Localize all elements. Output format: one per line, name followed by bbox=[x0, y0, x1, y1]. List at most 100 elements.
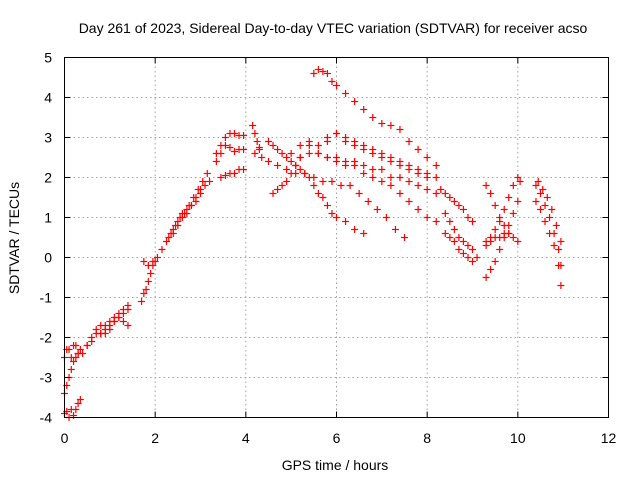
data-point bbox=[314, 142, 322, 149]
data-point bbox=[414, 182, 422, 189]
data-point bbox=[183, 210, 191, 217]
x-tick-label: 2 bbox=[151, 430, 159, 446]
data-point bbox=[464, 254, 472, 261]
y-tick-label: 5 bbox=[44, 50, 52, 66]
series-track-h bbox=[140, 170, 211, 269]
axis-ticks bbox=[64, 57, 609, 418]
y-tick-label: -2 bbox=[40, 330, 53, 346]
data-point bbox=[496, 214, 504, 221]
data-point bbox=[124, 322, 132, 329]
data-point bbox=[450, 226, 458, 233]
data-point bbox=[342, 90, 350, 97]
data-point bbox=[72, 406, 80, 413]
data-point bbox=[274, 186, 282, 193]
data-point bbox=[301, 170, 309, 177]
data-point bbox=[360, 230, 368, 237]
data-point bbox=[405, 162, 413, 169]
data-point bbox=[369, 174, 377, 181]
data-point bbox=[199, 178, 207, 185]
series-track-p bbox=[265, 138, 368, 237]
series-track-v bbox=[310, 66, 440, 169]
data-point bbox=[491, 202, 499, 209]
y-tick-label: 3 bbox=[44, 130, 52, 146]
data-point bbox=[319, 194, 327, 201]
data-point bbox=[441, 210, 449, 217]
y-tick-label: -3 bbox=[40, 370, 53, 386]
data-point bbox=[72, 354, 80, 361]
data-point bbox=[437, 186, 445, 193]
data-point bbox=[550, 242, 558, 249]
data-point bbox=[328, 210, 336, 217]
data-point bbox=[342, 218, 350, 225]
series-track-af bbox=[532, 198, 565, 289]
data-point bbox=[305, 142, 313, 149]
data-point bbox=[548, 206, 556, 213]
series-track-t bbox=[296, 150, 440, 197]
data-point bbox=[378, 166, 386, 173]
data-point bbox=[323, 134, 331, 141]
series-track-aa bbox=[482, 174, 524, 249]
data-point bbox=[283, 166, 291, 173]
data-point bbox=[240, 166, 248, 173]
data-point bbox=[163, 238, 170, 245]
data-point bbox=[240, 132, 248, 139]
series-track-e bbox=[83, 314, 132, 349]
data-point bbox=[373, 206, 381, 213]
data-point bbox=[221, 142, 229, 149]
data-point bbox=[450, 198, 458, 205]
data-point bbox=[414, 206, 422, 213]
data-point bbox=[364, 198, 372, 205]
x-axis-label: GPS time / hours bbox=[282, 457, 389, 473]
data-point bbox=[432, 174, 440, 181]
data-point bbox=[249, 122, 257, 129]
data-point bbox=[360, 170, 368, 177]
x-tick-label: 8 bbox=[423, 430, 431, 446]
data-point bbox=[79, 350, 87, 357]
data-point bbox=[169, 230, 177, 237]
series-track-n bbox=[249, 122, 266, 161]
data-point bbox=[333, 154, 340, 161]
data-point bbox=[201, 182, 209, 189]
data-point bbox=[106, 326, 114, 333]
data-point bbox=[487, 266, 495, 273]
data-point bbox=[505, 222, 513, 229]
data-point bbox=[369, 114, 377, 121]
series-track-ae bbox=[532, 182, 565, 269]
data-point bbox=[459, 206, 467, 213]
data-point bbox=[258, 154, 266, 161]
y-tick-label: 4 bbox=[44, 90, 52, 106]
data-point bbox=[119, 318, 127, 325]
data-point bbox=[147, 270, 155, 277]
series-track-w bbox=[323, 130, 431, 177]
data-point bbox=[72, 342, 80, 349]
data-point bbox=[351, 98, 359, 105]
data-point bbox=[378, 120, 386, 127]
data-point bbox=[450, 238, 458, 245]
x-tick-label: 4 bbox=[242, 430, 250, 446]
data-point bbox=[351, 138, 359, 145]
data-point bbox=[532, 198, 540, 205]
data-point bbox=[423, 170, 431, 177]
data-point bbox=[265, 138, 272, 145]
data-point bbox=[469, 218, 476, 225]
data-point bbox=[509, 182, 517, 189]
data-point bbox=[174, 222, 182, 229]
data-point bbox=[378, 178, 386, 185]
data-point bbox=[292, 162, 300, 169]
data-point bbox=[101, 330, 109, 337]
data-point bbox=[212, 158, 220, 165]
x-tick-label: 12 bbox=[601, 430, 617, 446]
data-point bbox=[305, 150, 313, 157]
data-point bbox=[67, 366, 75, 373]
data-point bbox=[165, 234, 173, 241]
data-point bbox=[333, 214, 340, 221]
data-point bbox=[323, 70, 331, 77]
data-point bbox=[287, 170, 295, 177]
data-points bbox=[61, 66, 565, 421]
data-point bbox=[328, 78, 336, 85]
data-point bbox=[546, 214, 554, 221]
data-point bbox=[217, 150, 225, 157]
data-point bbox=[65, 346, 73, 353]
data-point bbox=[323, 202, 331, 209]
